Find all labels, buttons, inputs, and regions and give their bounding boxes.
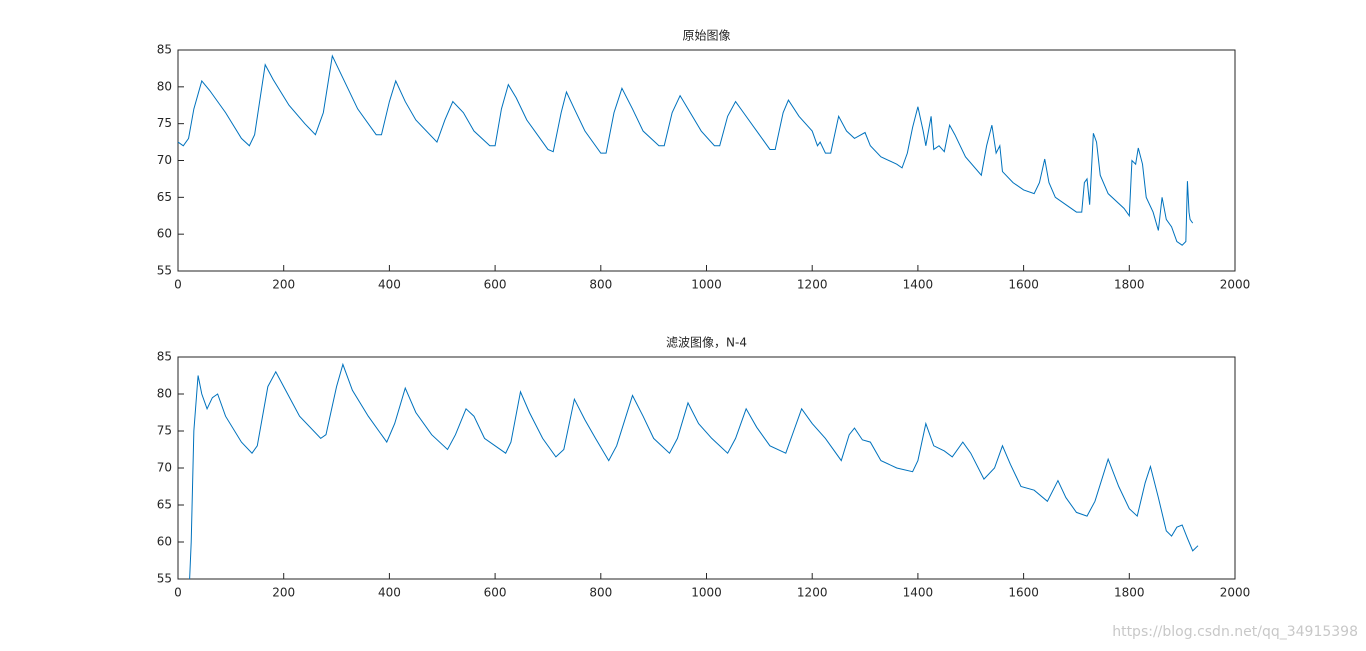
x-tick-label: 1600	[1008, 278, 1039, 292]
x-tick-label: 1400	[903, 586, 934, 600]
y-tick-label: 65	[157, 190, 172, 204]
chart-title: 滤波图像，N-4	[666, 336, 747, 350]
y-tick-label: 80	[157, 79, 172, 93]
x-tick-label: 600	[484, 586, 507, 600]
y-tick-label: 55	[157, 264, 172, 278]
axes-frame	[177, 49, 1236, 272]
x-tick-label: 0	[174, 278, 182, 292]
x-tick-label: 1200	[797, 586, 828, 600]
x-tick-label: 1200	[797, 278, 828, 292]
y-tick-label: 75	[157, 116, 172, 130]
x-tick-label: 600	[484, 278, 507, 292]
y-tick-label: 60	[157, 227, 172, 241]
y-tick-label: 70	[157, 153, 172, 167]
x-tick-label: 200	[272, 278, 295, 292]
y-tick-label: 55	[157, 572, 172, 586]
x-tick-label: 400	[378, 278, 401, 292]
y-tick-label: 65	[157, 498, 172, 512]
y-tick-label: 80	[157, 387, 172, 401]
x-tick-label: 1000	[691, 586, 722, 600]
x-tick-label: 2000	[1220, 278, 1251, 292]
x-tick-label: 0	[174, 586, 182, 600]
y-tick-label: 85	[157, 43, 172, 57]
x-tick-label: 2000	[1220, 586, 1251, 600]
x-tick-label: 200	[272, 586, 295, 600]
x-tick-label: 1400	[903, 278, 934, 292]
x-tick-label: 800	[589, 278, 612, 292]
x-tick-label: 800	[589, 586, 612, 600]
chart-title: 原始图像	[682, 29, 730, 43]
y-tick-label: 85	[157, 350, 172, 364]
y-tick-label: 75	[157, 424, 172, 438]
y-tick-label: 70	[157, 461, 172, 475]
subplot: 滤波图像，N-4 0 200 400 600 800 1000 1200 1400 1600 180…	[157, 336, 1251, 600]
x-tick-label: 400	[378, 586, 401, 600]
axes-frame	[177, 356, 1236, 580]
y-tick-label: 60	[157, 535, 172, 549]
x-tick-label: 1000	[691, 278, 722, 292]
watermark: https://blog.csdn.net/qq_34915398	[1112, 624, 1358, 640]
data-line	[189, 362, 1199, 580]
subplot: 原始图像 0 200 400 600 800 1000 1200 1400 1600 1800 200…	[157, 29, 1251, 292]
x-tick-label: 1800	[1114, 586, 1145, 600]
x-tick-label: 1800	[1114, 278, 1145, 292]
data-line	[177, 54, 1194, 246]
x-tick-label: 1600	[1008, 586, 1039, 600]
